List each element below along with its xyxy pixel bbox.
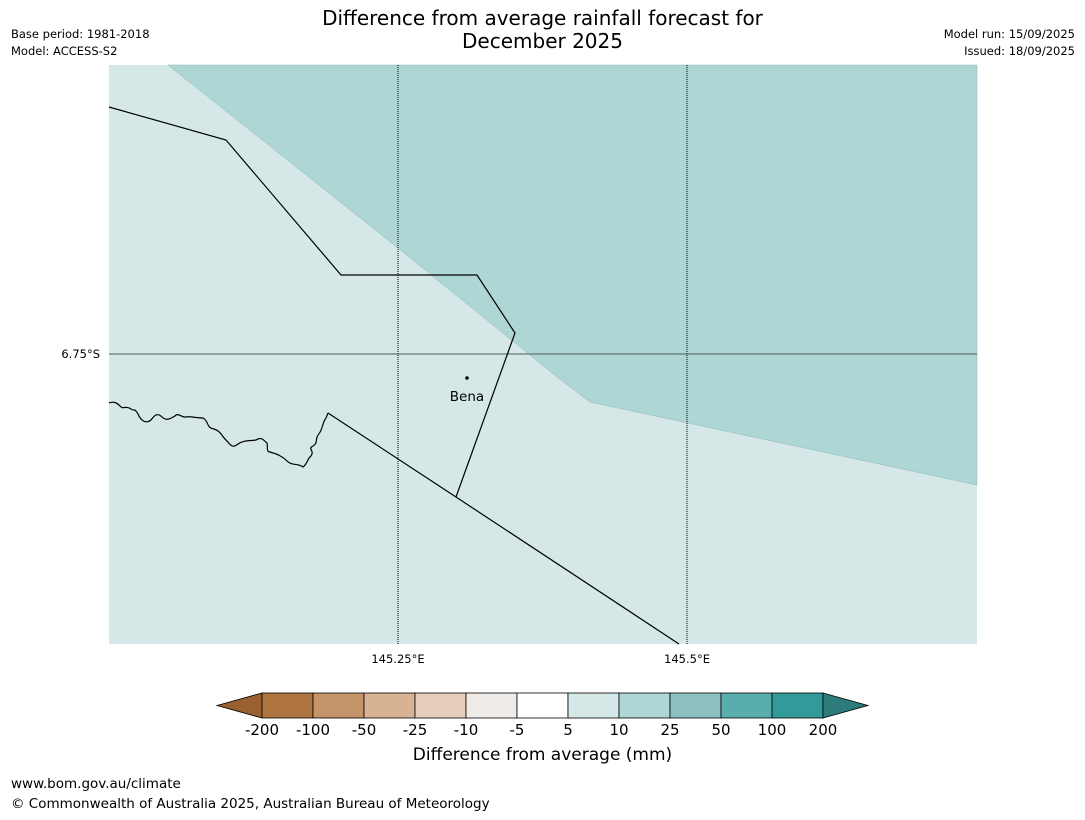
colorbar-segment [414,692,467,719]
model-name: Model: ACCESS-S2 [11,44,118,58]
colorbar-tick-label: -25 [403,721,428,739]
model-info: Base period: 1981-2018 Model: ACCESS-S2 [11,26,150,60]
colorbar-segment [516,692,569,719]
colorbar-tick-label: 200 [809,721,838,739]
footer-url[interactable]: www.bom.gov.au/climate [11,776,181,792]
colorbar-tick-label: 50 [711,721,730,739]
colorbar-segment [669,692,722,719]
colorbar-segment [312,692,365,719]
colorbar-extend-high [822,692,870,719]
model-run: Model run: 15/09/2025 [943,27,1075,41]
colorbar-tick-label: 5 [563,721,573,739]
province-border-south [327,412,680,645]
province-border-north [108,106,516,498]
colorbar-tick-label: 100 [758,721,787,739]
colorbar-tick-label: -100 [296,721,330,739]
colorbar: -200 -100 -50 -25 -10 -5 5 10 25 50 100 200 [215,692,870,739]
footer: www.bom.gov.au/climate © Commonwealth of… [11,774,490,814]
colorbar-tick-label: -50 [352,721,377,739]
colorbar-segment [261,692,314,719]
base-period: Base period: 1981-2018 [11,27,150,41]
colorbar-tick-label: -200 [245,721,279,739]
lon-label-145-5: 145.5°E [664,652,710,666]
colorbar-segment [720,692,773,719]
river-line [108,401,329,468]
title-line-1: Difference from average rainfall forecas… [322,6,763,30]
colorbar-tick-label: 10 [609,721,628,739]
colorbar-segment [618,692,671,719]
lat-label: 6.75°S [61,347,100,361]
colorbar-extend-low [215,692,263,719]
legend-title: Difference from average (mm) [412,745,673,765]
colorbar-segment [567,692,620,719]
title-line-2: December 2025 [462,29,623,53]
colorbar-segment [363,692,416,719]
issued-date: Issued: 18/09/2025 [964,44,1075,58]
colorbar-segment [465,692,518,719]
lon-label-145-25: 145.25°E [371,652,424,666]
town-marker [465,376,469,380]
colorbar-tick-label: -5 [510,721,525,739]
colorbar-tick-label: 25 [660,721,679,739]
chart-title: Difference from average rainfall forecas… [0,7,1085,53]
colorbar-tick-label: -10 [454,721,479,739]
footer-copyright: © Commonwealth of Australia 2025, Austra… [11,796,490,812]
colorbar-segment [771,692,824,719]
town-label: Bena [450,389,484,405]
run-info: Model run: 15/09/2025 Issued: 18/09/2025 [944,26,1075,60]
